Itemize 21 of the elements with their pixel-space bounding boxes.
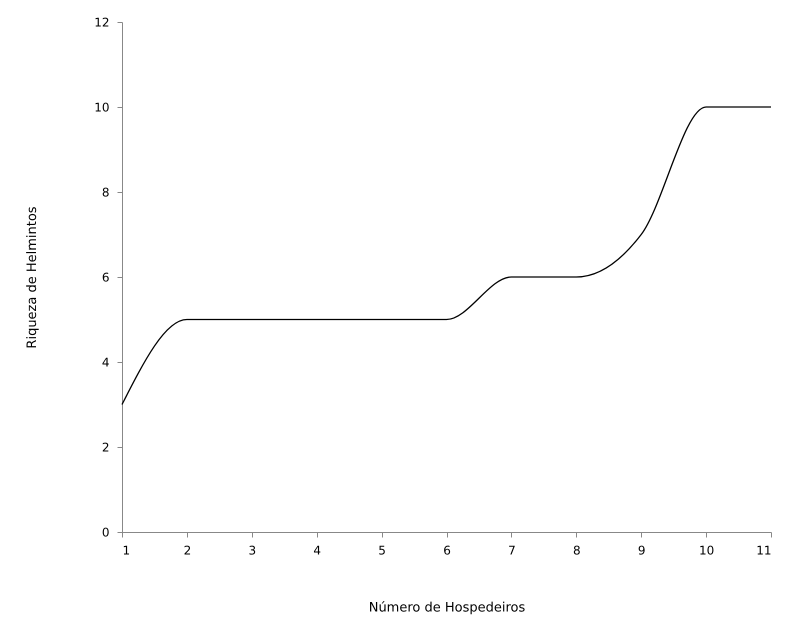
y-tick-label: 8 <box>102 186 110 200</box>
y-tick-label: 10 <box>94 100 110 114</box>
x-tick-label: 1 <box>122 544 130 558</box>
x-tick-label: 11 <box>756 544 772 558</box>
x-tick-label: 5 <box>378 544 386 558</box>
x-tick-label: 6 <box>443 544 451 558</box>
x-tick-label: 4 <box>313 544 322 558</box>
y-tick-label: 12 <box>94 16 110 30</box>
x-tick-label: 2 <box>184 544 192 558</box>
y-tick-label: 0 <box>102 526 110 540</box>
x-tick-label: 3 <box>248 544 256 558</box>
y-axis-title: Riqueza de Helmintos <box>25 206 40 349</box>
x-tick-label: 7 <box>508 544 516 558</box>
x-tick-label: 8 <box>572 544 581 558</box>
x-axis-title: Número de Hospedeiros <box>368 600 526 616</box>
x-tick-label: 9 <box>638 544 646 558</box>
line-series <box>121 106 772 406</box>
x-tick-label: 10 <box>698 544 714 558</box>
y-tick-label: 4 <box>102 356 110 370</box>
y-tick-label: 6 <box>102 270 110 284</box>
y-tick-label: 2 <box>102 440 110 454</box>
